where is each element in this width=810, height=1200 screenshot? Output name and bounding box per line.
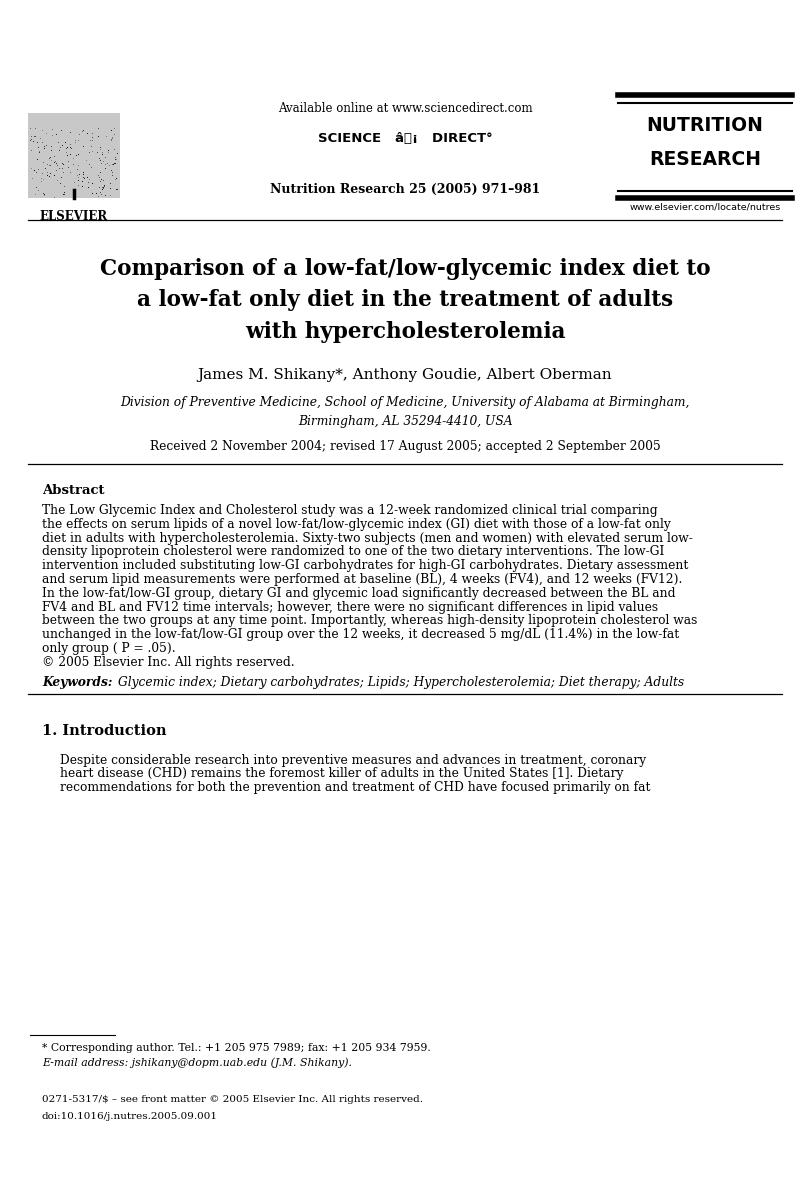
Text: Glycemic index; Dietary carbohydrates; Lipids; Hypercholesterolemia; Diet therap: Glycemic index; Dietary carbohydrates; L…	[118, 676, 684, 689]
Text: heart disease (CHD) remains the foremost killer of adults in the United States [: heart disease (CHD) remains the foremost…	[60, 768, 624, 780]
Text: and serum lipid measurements were performed at baseline (BL), 4 weeks (FV4), and: and serum lipid measurements were perfor…	[42, 572, 682, 586]
Text: Birmingham, AL 35294-4410, USA: Birmingham, AL 35294-4410, USA	[298, 415, 512, 428]
Text: Available online at www.sciencedirect.com: Available online at www.sciencedirect.co…	[278, 102, 532, 115]
Text: between the two groups at any time point. Importantly, whereas high-density lipo: between the two groups at any time point…	[42, 614, 697, 628]
Text: The Low Glycemic Index and Cholesterol study was a 12-week randomized clinical t: The Low Glycemic Index and Cholesterol s…	[42, 504, 658, 517]
Text: Abstract: Abstract	[42, 484, 104, 497]
Text: density lipoprotein cholesterol were randomized to one of the two dietary interv: density lipoprotein cholesterol were ran…	[42, 545, 664, 558]
Text: unchanged in the low-fat/low-GI group over the 12 weeks, it decreased 5 mg/dL (1: unchanged in the low-fat/low-GI group ov…	[42, 629, 680, 641]
Text: NUTRITION: NUTRITION	[646, 116, 764, 134]
Text: Received 2 November 2004; revised 17 August 2005; accepted 2 September 2005: Received 2 November 2004; revised 17 Aug…	[150, 440, 660, 452]
Text: FV4 and BL and FV12 time intervals; however, there were no significant differenc: FV4 and BL and FV12 time intervals; howe…	[42, 600, 658, 613]
Text: James M. Shikany*, Anthony Goudie, Albert Oberman: James M. Shikany*, Anthony Goudie, Alber…	[198, 368, 612, 382]
Text: Despite considerable research into preventive measures and advances in treatment: Despite considerable research into preve…	[60, 754, 646, 767]
Text: ELSEVIER: ELSEVIER	[40, 210, 108, 223]
Text: SCIENCE   â¡   DIRECT°: SCIENCE â¡ DIRECT°	[318, 132, 492, 145]
Text: E-mail address: jshikany@dopm.uab.edu (J.M. Shikany).: E-mail address: jshikany@dopm.uab.edu (J…	[42, 1057, 352, 1068]
Text: doi:10.1016/j.nutres.2005.09.001: doi:10.1016/j.nutres.2005.09.001	[42, 1112, 218, 1121]
Text: the effects on serum lipids of a novel low-fat/low-glycemic index (GI) diet with: the effects on serum lipids of a novel l…	[42, 517, 671, 530]
Text: Nutrition Research 25 (2005) 971–981: Nutrition Research 25 (2005) 971–981	[270, 182, 540, 196]
Text: 1. Introduction: 1. Introduction	[42, 724, 167, 738]
Text: RESEARCH: RESEARCH	[649, 150, 761, 169]
Text: © 2005 Elsevier Inc. All rights reserved.: © 2005 Elsevier Inc. All rights reserved…	[42, 655, 295, 668]
Text: In the low-fat/low-GI group, dietary GI and glycemic load significantly decrease: In the low-fat/low-GI group, dietary GI …	[42, 587, 676, 600]
Text: Keywords:: Keywords:	[42, 676, 113, 689]
Text: Comparison of a low-fat/low-glycemic index diet to
a low-fat only diet in the tr: Comparison of a low-fat/low-glycemic ind…	[100, 258, 710, 343]
Text: 0271-5317/$ – see front matter © 2005 Elsevier Inc. All rights reserved.: 0271-5317/$ – see front matter © 2005 El…	[42, 1094, 423, 1104]
Text: recommendations for both the prevention and treatment of CHD have focused primar: recommendations for both the prevention …	[60, 781, 650, 794]
Text: Division of Preventive Medicine, School of Medicine, University of Alabama at Bi: Division of Preventive Medicine, School …	[121, 396, 689, 409]
Text: * Corresponding author. Tel.: +1 205 975 7989; fax: +1 205 934 7959.: * Corresponding author. Tel.: +1 205 975…	[42, 1043, 431, 1054]
Text: only group ( P = .05).: only group ( P = .05).	[42, 642, 176, 655]
FancyBboxPatch shape	[28, 113, 120, 198]
Text: intervention included substituting low-GI carbohydrates for high-GI carbohydrate: intervention included substituting low-G…	[42, 559, 688, 572]
Text: www.elsevier.com/locate/nutres: www.elsevier.com/locate/nutres	[629, 203, 781, 212]
Text: diet in adults with hypercholesterolemia. Sixty-two subjects (men and women) wit: diet in adults with hypercholesterolemia…	[42, 532, 693, 545]
